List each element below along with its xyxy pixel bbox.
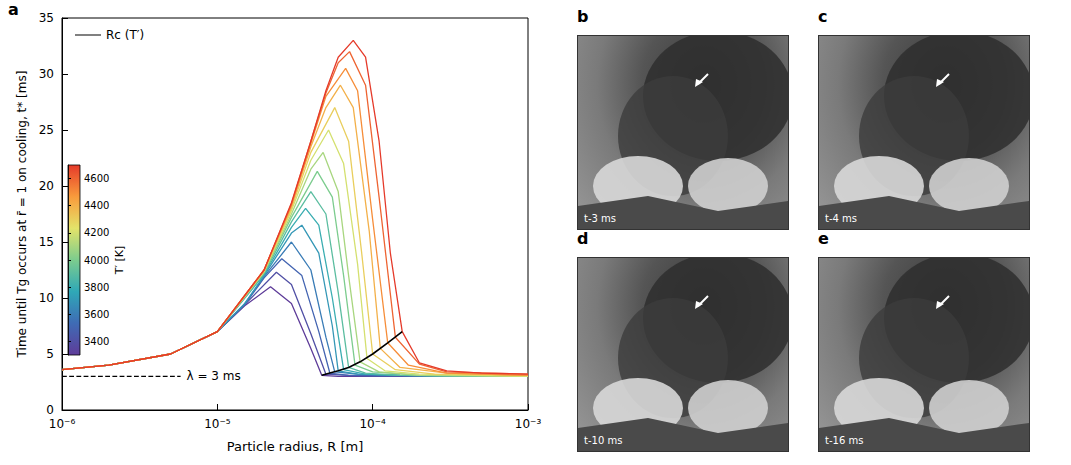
svg-text:4600: 4600 <box>84 173 109 184</box>
html-text:a: a <box>8 0 19 19</box>
html-text:t-4 ms: t-4 ms <box>825 213 857 224</box>
svg-text:15: 15 <box>39 235 54 249</box>
svg-text:35: 35 <box>39 11 54 25</box>
svg-text:Rc (T′): Rc (T′) <box>106 28 144 42</box>
svg-text:10: 10 <box>39 291 54 305</box>
svg-text:10⁻⁵: 10⁻⁵ <box>204 417 231 431</box>
svg-text:10⁻⁶: 10⁻⁶ <box>49 417 76 431</box>
html-text:e: e <box>818 229 829 248</box>
svg-text:3600: 3600 <box>84 309 109 320</box>
svg-text:10⁻³: 10⁻³ <box>515 417 542 431</box>
svg-text:30: 30 <box>39 67 54 81</box>
svg-text:4400: 4400 <box>84 200 109 211</box>
svg-text:20: 20 <box>39 179 54 193</box>
svg-text:3400: 3400 <box>84 336 109 347</box>
svg-text:Particle radius, R [m]: Particle radius, R [m] <box>227 439 364 454</box>
svg-text:5: 5 <box>46 347 54 361</box>
svg-text:4200: 4200 <box>84 227 109 238</box>
svg-text:4000: 4000 <box>84 255 109 266</box>
html-text:c: c <box>818 7 828 26</box>
html-text:t-3 ms: t-3 ms <box>584 213 616 224</box>
html-text:b: b <box>577 7 589 26</box>
html-text:t-16 ms: t-16 ms <box>825 435 864 446</box>
svg-text:25: 25 <box>39 123 54 137</box>
svg-text:3800: 3800 <box>84 282 109 293</box>
html-text:t-10 ms: t-10 ms <box>584 435 623 446</box>
html-text:d: d <box>577 229 589 248</box>
svg-text:Time until Tg occurs at r̄ = 1: Time until Tg occurs at r̄ = 1 on coolin… <box>15 71 29 359</box>
svg-text:T′ [K]: T′ [K] <box>113 246 126 276</box>
svg-text:0: 0 <box>46 403 54 417</box>
svg-text:10⁻⁴: 10⁻⁴ <box>359 417 386 431</box>
svg-text:λ = 3 ms: λ = 3 ms <box>187 369 241 383</box>
